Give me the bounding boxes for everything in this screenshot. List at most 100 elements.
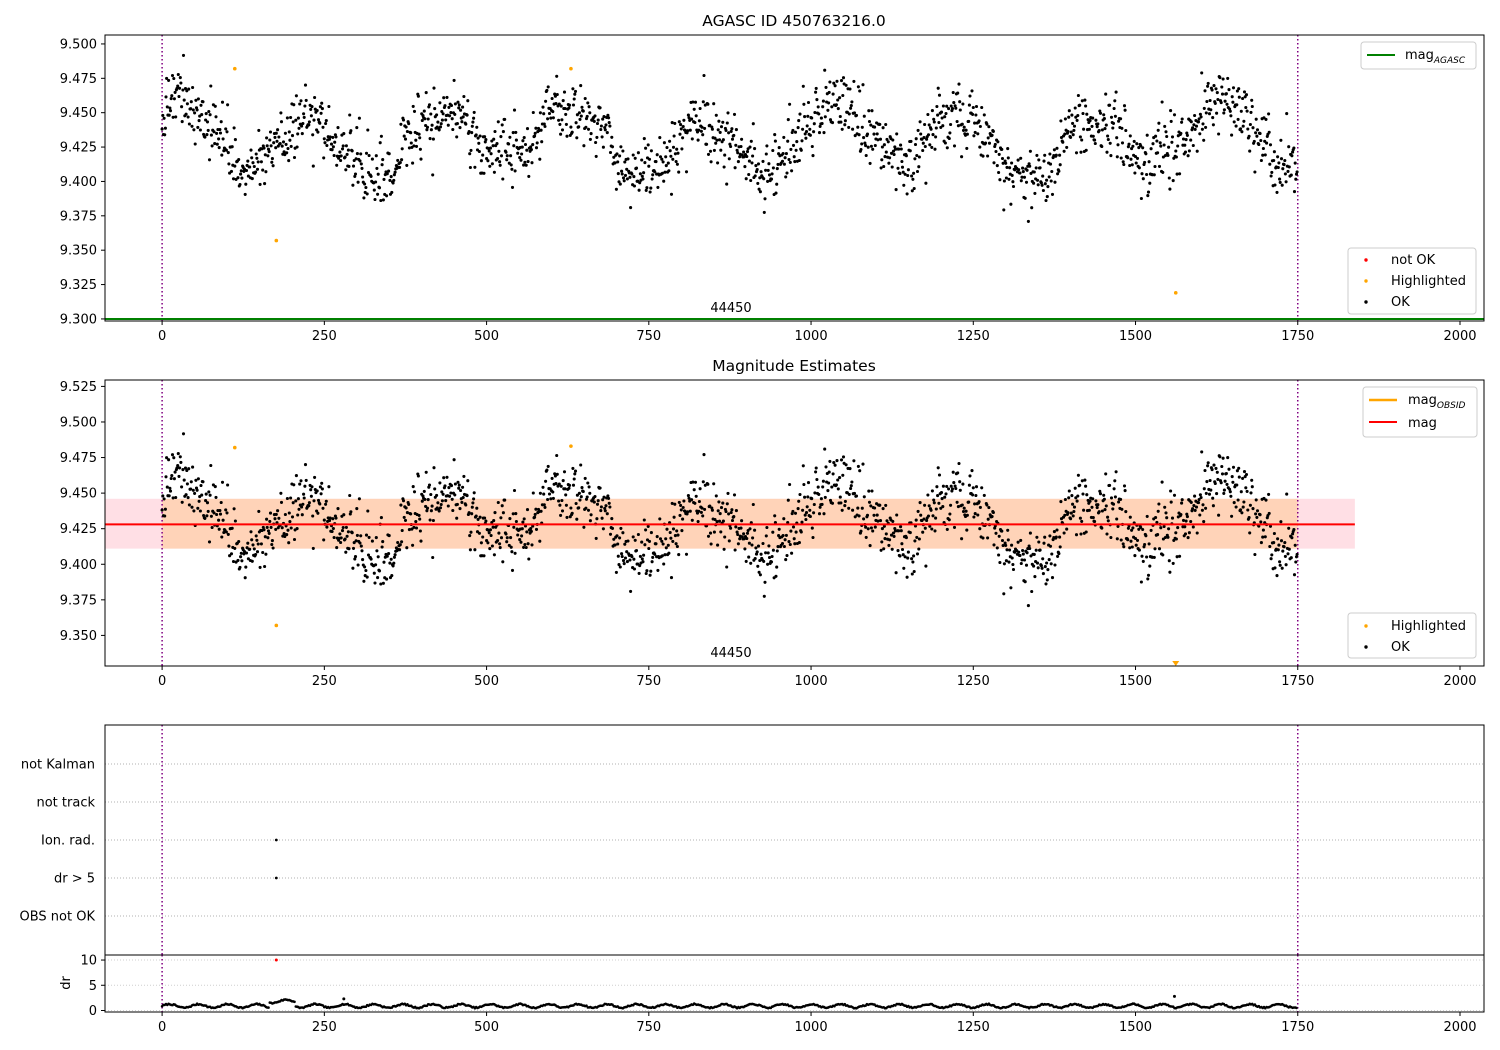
ok-point: [1201, 122, 1205, 126]
ok-point: [1210, 88, 1214, 92]
ok-point: [472, 491, 476, 495]
ok-point: [977, 119, 981, 123]
ok-point: [1259, 520, 1263, 524]
ok-point: [362, 196, 366, 200]
ok-point: [764, 168, 768, 172]
ok-point: [823, 115, 827, 119]
ok-point: [451, 508, 455, 513]
ok-point: [848, 87, 852, 91]
ok-point: [1222, 488, 1226, 492]
ok-point: [575, 493, 579, 497]
ok-point: [1032, 170, 1036, 174]
ok-point: [810, 116, 814, 120]
ok-point: [276, 128, 280, 132]
ok-point: [180, 500, 184, 504]
ok-point: [204, 112, 208, 116]
ok-point: [862, 517, 866, 521]
ok-point: [1102, 113, 1106, 117]
ok-point: [889, 533, 894, 537]
ok-point: [987, 125, 991, 129]
ok-point: [285, 116, 289, 120]
ok-point: [1267, 130, 1271, 134]
ok-point: [626, 157, 630, 161]
ok-point: [724, 128, 728, 132]
ok-point: [203, 135, 207, 139]
ok-point: [300, 505, 304, 509]
ok-point: [587, 105, 591, 109]
ok-point: [961, 509, 966, 514]
ok-point: [261, 550, 265, 555]
ok-point: [336, 507, 340, 511]
agasc-panel-frame: [104, 34, 1485, 322]
ok-point: [182, 478, 186, 482]
ok-point: [1273, 183, 1277, 187]
ok-point: [412, 109, 417, 113]
ok-point: [269, 144, 273, 148]
ok-point: [719, 530, 723, 534]
ok-point: [1228, 487, 1232, 491]
ok-point: [937, 473, 942, 477]
ok-point: [380, 545, 384, 549]
ok-point: [1102, 493, 1106, 497]
ok-point: [1230, 514, 1234, 518]
ok-point: [573, 469, 578, 473]
ok-point: [729, 526, 733, 530]
ok-point: [206, 509, 210, 513]
ok-point: [712, 148, 716, 152]
ok-point: [1004, 543, 1008, 547]
ok-point: [488, 146, 493, 150]
ok-point: [796, 126, 800, 130]
ok-point: [390, 574, 394, 578]
ok-point: [771, 530, 775, 534]
ok-point: [834, 103, 838, 107]
ok-point: [1164, 130, 1168, 134]
ok-point: [325, 525, 329, 529]
x-tick-label: 1000: [795, 329, 828, 344]
ok-point: [361, 175, 365, 179]
ok-point: [1198, 132, 1202, 136]
ok-point: [1097, 129, 1101, 133]
ok-point: [498, 542, 502, 546]
ok-point: [533, 131, 537, 135]
ok-point: [527, 557, 531, 561]
ok-point: [303, 83, 308, 87]
ok-point: [694, 494, 698, 498]
ok-point: [941, 484, 945, 488]
ok-point: [220, 153, 224, 157]
ok-point: [319, 111, 323, 115]
ok-point: [726, 491, 730, 495]
ok-point: [523, 542, 527, 547]
ok-point: [618, 536, 622, 540]
ok-point: [1198, 112, 1202, 116]
ok-point: [401, 118, 406, 122]
ok-point: [357, 116, 361, 120]
ok-point: [220, 480, 225, 484]
ok-point: [733, 548, 737, 552]
ok-point: [238, 565, 242, 569]
ok-point: [901, 553, 905, 557]
ok-point: [764, 551, 768, 555]
ok-point: [324, 121, 328, 126]
ok-point: [324, 502, 328, 506]
ok-point: [557, 102, 561, 106]
ok-point: [917, 547, 921, 551]
ok-point: [1155, 139, 1159, 143]
ok-point: [554, 101, 558, 106]
ok-point: [586, 127, 591, 131]
y-tick-label: 10: [80, 954, 97, 969]
y-tick-label: 5: [89, 979, 97, 994]
ok-point: [762, 177, 766, 181]
ok-point: [584, 125, 588, 129]
ok-point: [164, 95, 168, 99]
ok-point: [642, 518, 646, 522]
ok-point: [849, 486, 853, 491]
ok-point: [616, 554, 620, 558]
ok-point: [302, 112, 306, 116]
ok-point: [1046, 568, 1050, 572]
y-tick-label: 0: [89, 1004, 97, 1019]
ok-point: [1128, 163, 1132, 168]
ok-point: [187, 87, 191, 91]
ok-point: [813, 110, 817, 115]
ok-point: [1119, 538, 1123, 542]
ok-point: [266, 147, 271, 151]
